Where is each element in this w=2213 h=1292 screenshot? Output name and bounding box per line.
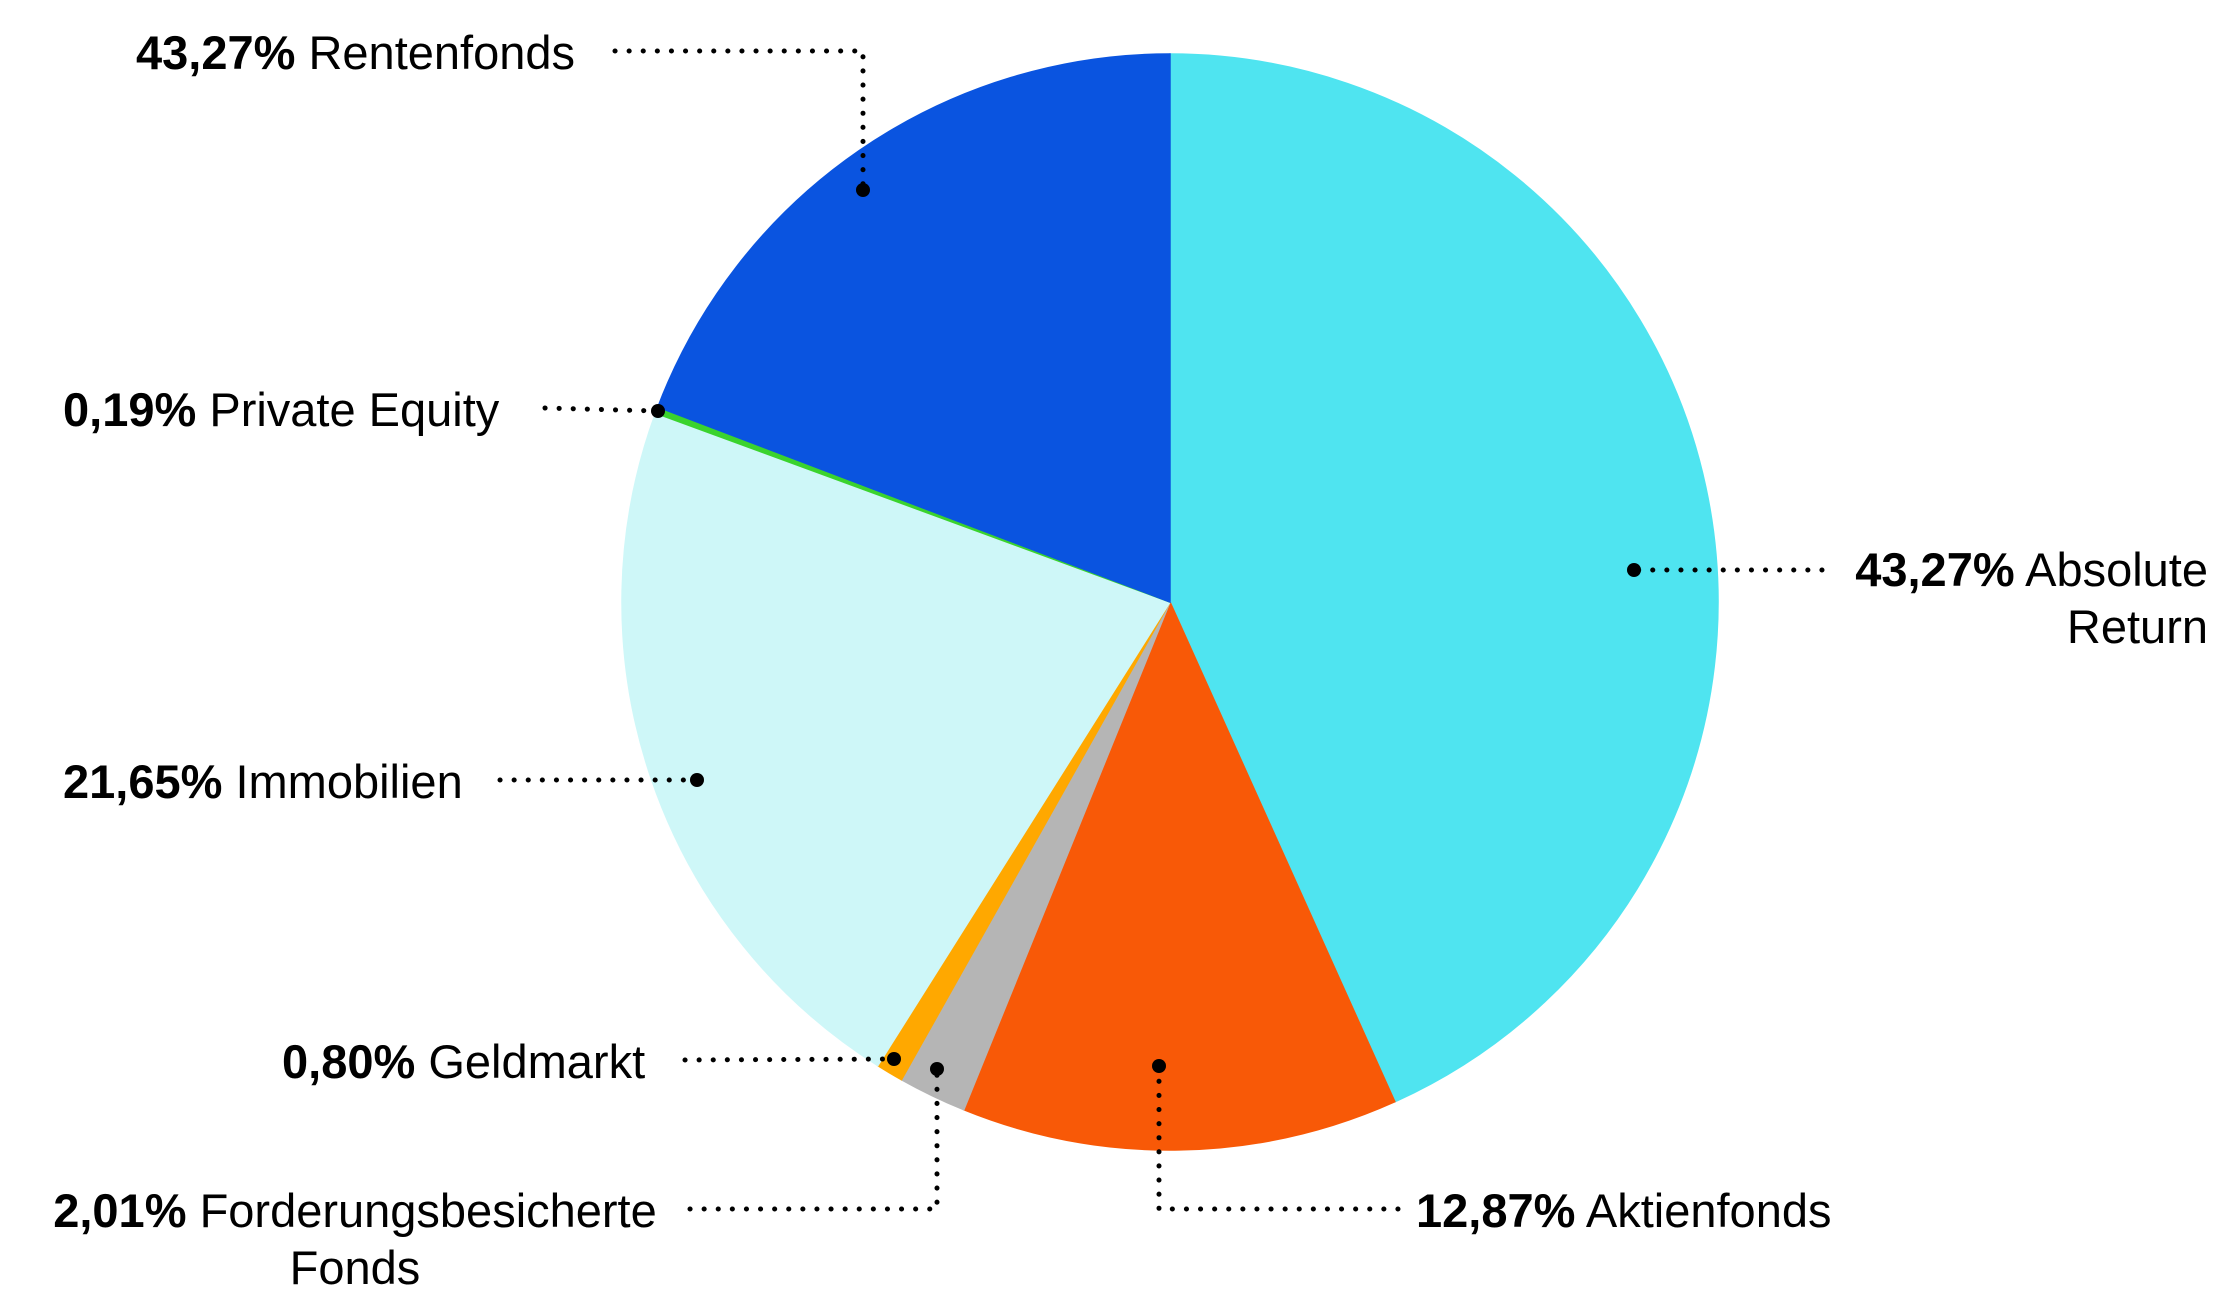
- pie-wedge-rentenfonds: [656, 53, 1171, 604]
- label-forderungsbesicherte-pct: 2,01%: [53, 1184, 187, 1237]
- label-geldmarkt: 0,80% Geldmarkt: [282, 1033, 645, 1090]
- label-rentenfonds: 43,27% Rentenfonds: [136, 24, 575, 81]
- label-geldmarkt-name: Geldmarkt: [428, 1035, 646, 1088]
- leader-dot: [651, 404, 665, 418]
- label-absolute-return: 43,27% Absolute Return: [1778, 541, 2208, 655]
- label-forderungsbesicherte-name: Forderungsbesicherte Fonds: [199, 1184, 657, 1292]
- leader-line: [687, 1066, 940, 1212]
- pie-wedge-aktienfonds: [962, 600, 1396, 1151]
- leader-line: [612, 48, 866, 193]
- label-immobilien: 21,65% Immobilien: [63, 753, 463, 810]
- label-immobilien-name: Immobilien: [235, 755, 463, 808]
- label-geldmarkt-pct: 0,80%: [282, 1035, 416, 1088]
- pie-wedge-absolute-return: [1169, 53, 1719, 1103]
- pie-wedge-immobilien: [621, 412, 1172, 1067]
- leader-dot: [690, 773, 704, 787]
- label-aktienfonds-name: Aktienfonds: [1585, 1184, 1832, 1237]
- label-rentenfonds-pct: 43,27%: [136, 26, 296, 79]
- leader-dot: [856, 183, 870, 197]
- leader-line: [682, 1056, 897, 1063]
- label-immobilien-pct: 21,65%: [63, 755, 223, 808]
- label-aktienfonds: 12,87% Aktienfonds: [1416, 1182, 1831, 1239]
- label-absolute-return-pct: 43,27%: [1855, 543, 2015, 596]
- leader-dot: [887, 1052, 901, 1066]
- leader-dot: [1627, 563, 1641, 577]
- label-private-equity-name: Private Equity: [209, 383, 500, 436]
- leader-dot: [930, 1062, 944, 1076]
- label-rentenfonds-name: Rentenfonds: [308, 26, 576, 79]
- label-aktienfonds-pct: 12,87%: [1416, 1184, 1576, 1237]
- label-private-equity-pct: 0,19%: [63, 383, 197, 436]
- leader-dot: [1152, 1059, 1166, 1073]
- leader-line: [1156, 1063, 1401, 1212]
- label-forderungsbesicherte-fonds: 2,01% Forderungsbesicherte Fonds: [30, 1182, 680, 1292]
- label-private-equity: 0,19% Private Equity: [63, 381, 499, 438]
- leader-line: [542, 405, 661, 414]
- label-absolute-return-name: Absolute Return: [2025, 543, 2208, 653]
